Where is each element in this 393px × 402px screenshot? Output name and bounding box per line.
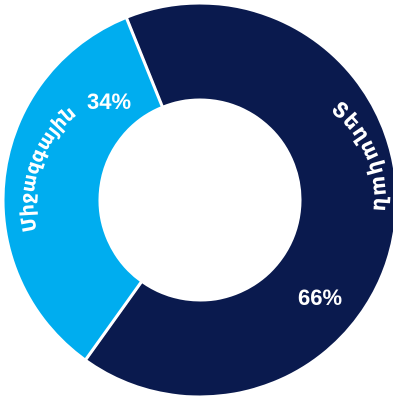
value-label-local: 66% [298,285,342,310]
value-label-international: 34% [87,89,131,114]
slice-local [83,1,393,399]
donut-hole [100,100,300,300]
